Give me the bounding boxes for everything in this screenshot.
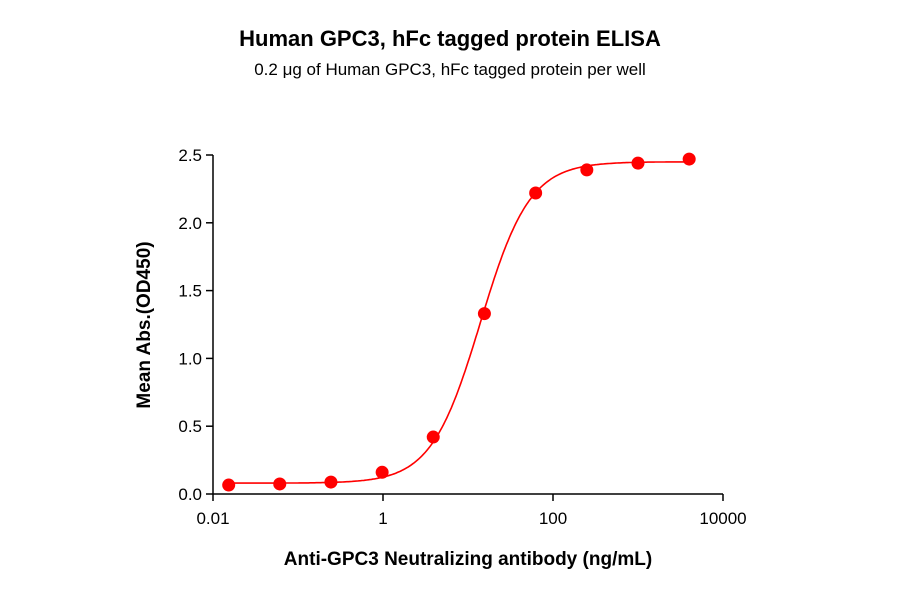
y-tick-label: 2.5 — [178, 146, 202, 165]
chart-title: Human GPC3, hFc tagged protein ELISA — [239, 26, 661, 51]
x-tick-label: 100 — [539, 509, 567, 528]
y-tick-label: 1.0 — [178, 349, 202, 368]
data-point — [682, 152, 696, 166]
fit-curve — [228, 161, 690, 484]
data-point — [324, 475, 338, 489]
y-tick-label: 0.0 — [178, 485, 202, 504]
chart-subtitle: 0.2 μg of Human GPC3, hFc tagged protein… — [254, 60, 646, 79]
data-point — [273, 477, 287, 491]
y-tick-label: 1.5 — [178, 282, 202, 301]
data-point — [529, 186, 543, 200]
data-point — [222, 478, 236, 492]
y-tick-label: 0.5 — [178, 417, 202, 436]
x-tick-label: 0.01 — [196, 509, 229, 528]
data-point — [375, 465, 389, 479]
data-point — [631, 156, 645, 170]
y-tick-label: 2.0 — [178, 214, 202, 233]
x-tick-label: 10000 — [699, 509, 746, 528]
y-axis-label: Mean Abs.(OD450) — [134, 241, 155, 408]
data-point — [426, 430, 440, 444]
data-point — [580, 163, 594, 177]
x-axis-label: Anti-GPC3 Neutralizing antibody (ng/mL) — [284, 549, 652, 570]
x-tick-label: 1 — [378, 509, 387, 528]
data-point — [477, 307, 491, 321]
